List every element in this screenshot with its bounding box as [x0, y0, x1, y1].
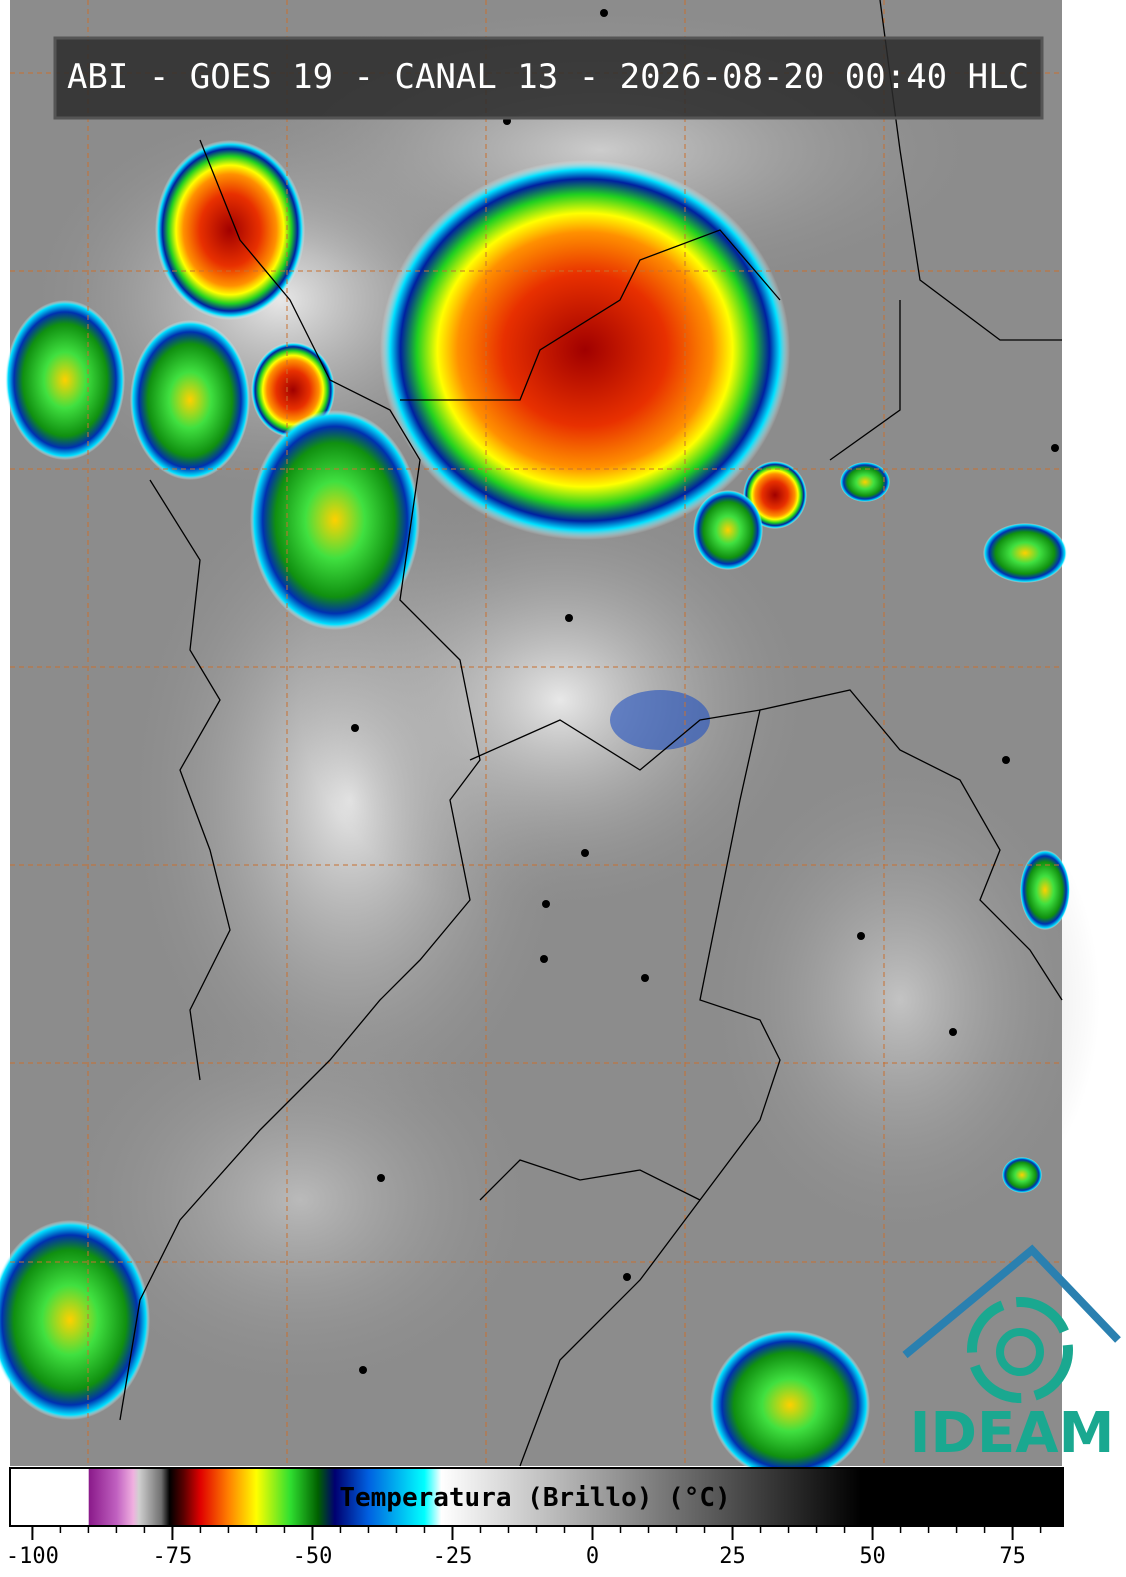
storm-cell — [610, 690, 710, 750]
logo-text: IDEAM — [910, 1401, 1115, 1466]
storm-cell — [380, 160, 790, 540]
storm-cell — [693, 490, 763, 570]
tick-label: -100 — [6, 1544, 59, 1569]
colorbar-label: Temperatura (Brillo) (°C) — [339, 1483, 730, 1513]
title-box — [53, 36, 1044, 120]
storm-cell — [0, 1220, 150, 1420]
storm-cell — [1002, 1157, 1042, 1193]
tick-label: -25 — [433, 1544, 473, 1569]
logo-roof — [902, 1244, 1121, 1359]
tick-label: -75 — [153, 1544, 193, 1569]
cloud — [700, 750, 1100, 1250]
logo-swirl — [996, 1328, 1044, 1376]
title: ABI - GOES 19 - CANAL 13 - 2026-08-20 00… — [67, 57, 1029, 97]
tick-label: 50 — [859, 1544, 886, 1569]
logo-swirl — [967, 1297, 1073, 1403]
colorbar-gradient — [9, 1467, 1064, 1527]
logo: IDEAM — [902, 1244, 1121, 1466]
storm-cell — [155, 140, 305, 320]
storm-cell — [983, 523, 1067, 583]
storm-cell — [840, 462, 890, 502]
storm-cell — [130, 320, 250, 480]
storm-cell — [710, 1330, 870, 1480]
tick-label: -50 — [293, 1544, 333, 1569]
cloud — [50, 1000, 550, 1400]
tick-label: 75 — [999, 1544, 1026, 1569]
colorbar: Temperatura (Brillo) (°C) -100 -75 -50 -25 0… — [6, 1467, 1064, 1569]
storm-cell — [5, 300, 125, 460]
storm-cell — [1020, 850, 1070, 930]
tick-label: 0 — [586, 1544, 599, 1569]
tick-label: 25 — [719, 1544, 746, 1569]
cloud — [300, 480, 820, 920]
storm-cell — [250, 410, 420, 630]
satellite-map: ABI - GOES 19 - CANAL 13 - 2026-08-20 00… — [0, 0, 1100, 1480]
borders — [119, 0, 1063, 1467]
